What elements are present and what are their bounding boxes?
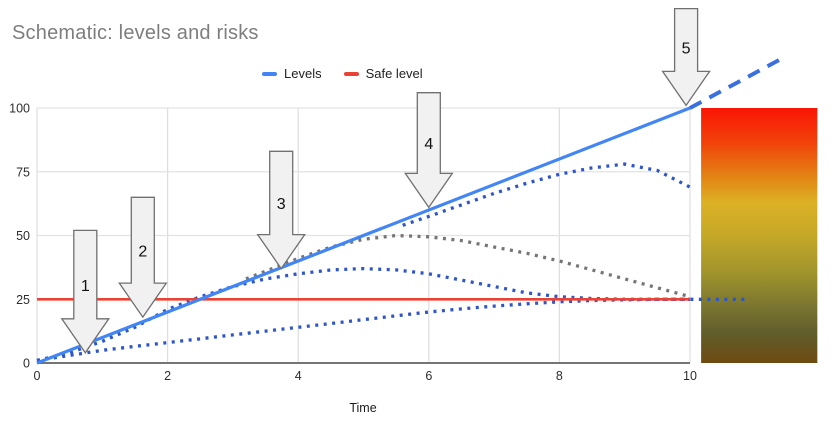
- annotation-arrow-5: [661, 7, 711, 107]
- x-tick-label: 8: [556, 369, 563, 383]
- series-levels-projection-dashed-: [689, 55, 786, 110]
- x-tick-label: 10: [683, 369, 697, 383]
- x-tick-label: 0: [34, 369, 41, 383]
- arrow-number-label: 5: [682, 41, 691, 58]
- annotation-arrow-4: [404, 92, 454, 209]
- arrow-number-label: 4: [424, 136, 433, 153]
- arrow-number-label: 3: [277, 196, 286, 213]
- arrow-number-label: 2: [138, 243, 147, 260]
- chart-title: Schematic: levels and risks: [12, 22, 259, 44]
- annotation-arrow-3: [256, 150, 306, 270]
- y-tick-label: 25: [16, 293, 30, 307]
- legend-item-safe-level: Safe level: [343, 66, 423, 81]
- legend-item-levels: Levels: [262, 66, 322, 81]
- y-tick-label: 50: [16, 229, 30, 243]
- safe-level-swatch-icon: [343, 71, 359, 76]
- y-tick-label: 75: [16, 165, 30, 179]
- y-tick-label: 100: [9, 102, 30, 116]
- x-tick-label: 2: [164, 369, 171, 383]
- legend: Levels Safe level: [262, 66, 423, 81]
- series-levels: [36, 106, 691, 365]
- annotation-arrow-1: [60, 229, 111, 354]
- legend-label-safe-level: Safe level: [365, 66, 423, 81]
- series-dotted-scenario-high-gray-: [245, 233, 691, 299]
- legend-label-levels: Levels: [284, 66, 322, 81]
- x-tick-label: 6: [425, 369, 432, 383]
- annotation-arrow-2: [118, 196, 168, 319]
- series-dotted-scenario-low-blue-: [36, 297, 690, 363]
- levels-swatch-icon: [262, 71, 277, 76]
- x-tick-label: 4: [295, 369, 302, 383]
- arrow-number-label: 1: [81, 278, 90, 295]
- series-dotted-scenario-peak-late-blue-: [402, 162, 691, 227]
- risk-gradient-bar: [701, 108, 818, 363]
- x-axis-title: Time: [349, 401, 376, 415]
- y-tick-label: 0: [23, 357, 30, 371]
